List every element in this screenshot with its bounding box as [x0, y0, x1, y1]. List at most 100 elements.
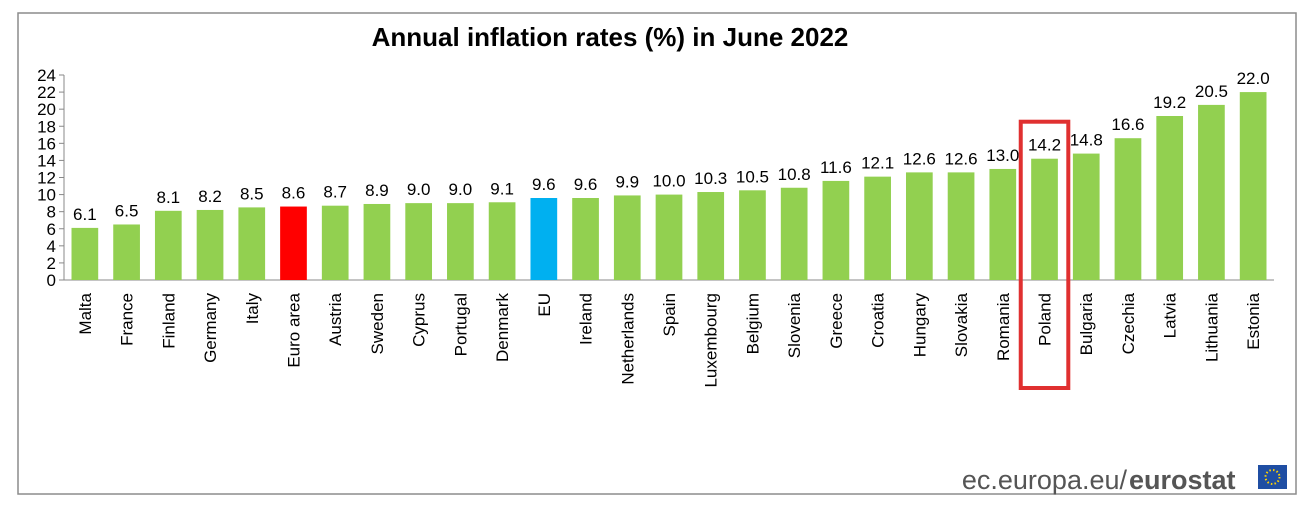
x-tick-label: Croatia	[869, 292, 888, 347]
x-tick-label: Greece	[827, 293, 846, 349]
bar	[321, 205, 349, 280]
source-brand: eurostat	[1129, 465, 1236, 495]
bar	[1072, 153, 1100, 280]
value-label: 14.8	[1070, 131, 1103, 150]
bar	[739, 190, 766, 280]
value-label: 22.0	[1237, 69, 1270, 88]
x-tick-label: France	[118, 293, 137, 346]
value-label: 6.1	[73, 205, 97, 224]
value-label: 10.8	[778, 165, 811, 184]
x-tick-label: Germany	[201, 293, 220, 363]
bar	[405, 203, 433, 280]
bar	[1239, 92, 1267, 280]
x-tick-label: Austria	[326, 292, 345, 345]
value-label: 8.2	[198, 187, 222, 206]
value-label: 9.9	[615, 172, 639, 191]
bar	[1156, 116, 1184, 280]
value-label: 12.6	[903, 149, 936, 168]
x-tick-label: Romania	[994, 292, 1013, 361]
bar	[947, 172, 975, 280]
bar	[572, 198, 599, 280]
x-tick-label: Slovenia	[785, 292, 804, 358]
bar	[1114, 138, 1142, 280]
bar	[363, 203, 391, 280]
x-tick-label: Cyprus	[410, 293, 429, 347]
x-tick-label: Italy	[243, 293, 262, 325]
y-tick-label: 2	[47, 254, 56, 273]
bar	[1198, 104, 1225, 280]
bar	[530, 198, 558, 280]
value-label: 20.5	[1195, 82, 1228, 101]
y-tick-label: 18	[37, 117, 56, 136]
value-label: 10.0	[652, 172, 685, 191]
bar	[1031, 158, 1058, 280]
x-tick-label: EU	[535, 293, 554, 317]
x-tick-label: Bulgaria	[1077, 292, 1096, 355]
x-tick-label: Netherlands	[618, 293, 637, 385]
value-label: 8.5	[240, 184, 264, 203]
value-label: 14.2	[1028, 136, 1061, 155]
highlight-box	[1018, 119, 1071, 390]
bar	[780, 187, 808, 280]
x-tick-label: Finland	[159, 293, 178, 349]
value-label: 11.6	[820, 158, 852, 177]
value-label: 12.6	[945, 149, 978, 168]
value-label: 10.5	[736, 167, 769, 186]
y-tick-label: 8	[47, 203, 56, 222]
x-tick-label: Lithuania	[1202, 292, 1221, 362]
x-tick-label: Sweden	[368, 293, 387, 354]
x-tick-label: Slovakia	[952, 292, 971, 357]
value-label: 13.0	[986, 146, 1019, 165]
eu-flag	[1258, 465, 1287, 489]
value-label: 9.1	[490, 179, 514, 198]
y-tick-label: 24	[37, 66, 56, 85]
y-tick-label: 6	[47, 220, 56, 239]
x-tick-label: Denmark	[493, 293, 512, 362]
bar	[864, 176, 891, 280]
bar	[697, 192, 725, 280]
bar	[71, 227, 99, 280]
value-label: 19.2	[1153, 93, 1186, 112]
bar	[447, 203, 474, 280]
value-label: 16.6	[1111, 115, 1144, 134]
x-tick-label: Estonia	[1244, 292, 1263, 349]
x-tick-label: Luxembourg	[702, 293, 721, 388]
bar	[196, 209, 224, 280]
y-tick-label: 10	[37, 186, 56, 205]
x-tick-label: Ireland	[577, 293, 596, 345]
value-label: 8.7	[323, 183, 347, 202]
x-tick-label: Portugal	[451, 293, 470, 356]
x-tick-label: Malta	[76, 292, 95, 334]
x-tick-label: Belgium	[743, 293, 762, 354]
source-site: ec.europa.eu/	[962, 465, 1128, 495]
y-tick-label: 0	[47, 271, 56, 290]
value-label: 9.0	[407, 180, 431, 199]
x-tick-label: Euro area	[284, 292, 303, 367]
bar	[989, 168, 1017, 280]
bar	[238, 207, 266, 280]
bar	[154, 210, 182, 280]
y-tick-label: 14	[37, 151, 56, 170]
x-tick-label: Poland	[1036, 293, 1055, 346]
chart-title: Annual inflation rates (%) in June 2022	[372, 22, 849, 52]
x-tick-label: Spain	[660, 293, 679, 336]
y-tick-label: 16	[37, 134, 56, 153]
value-label: 9.6	[574, 175, 598, 194]
value-label: 8.9	[365, 181, 389, 200]
value-label: 10.3	[694, 169, 727, 188]
x-tick-label: Latvia	[1161, 292, 1180, 338]
value-label: 8.6	[282, 184, 306, 203]
bar	[113, 224, 140, 280]
value-label: 9.0	[449, 180, 473, 199]
bar	[905, 172, 933, 280]
value-label: 8.1	[156, 188, 180, 207]
bar	[488, 202, 516, 280]
y-tick-label: 4	[47, 237, 56, 256]
y-tick-label: 22	[37, 83, 56, 102]
bar	[655, 194, 683, 280]
value-label: 6.5	[115, 201, 139, 220]
x-tick-label: Hungary	[910, 293, 929, 358]
bar	[822, 180, 850, 280]
